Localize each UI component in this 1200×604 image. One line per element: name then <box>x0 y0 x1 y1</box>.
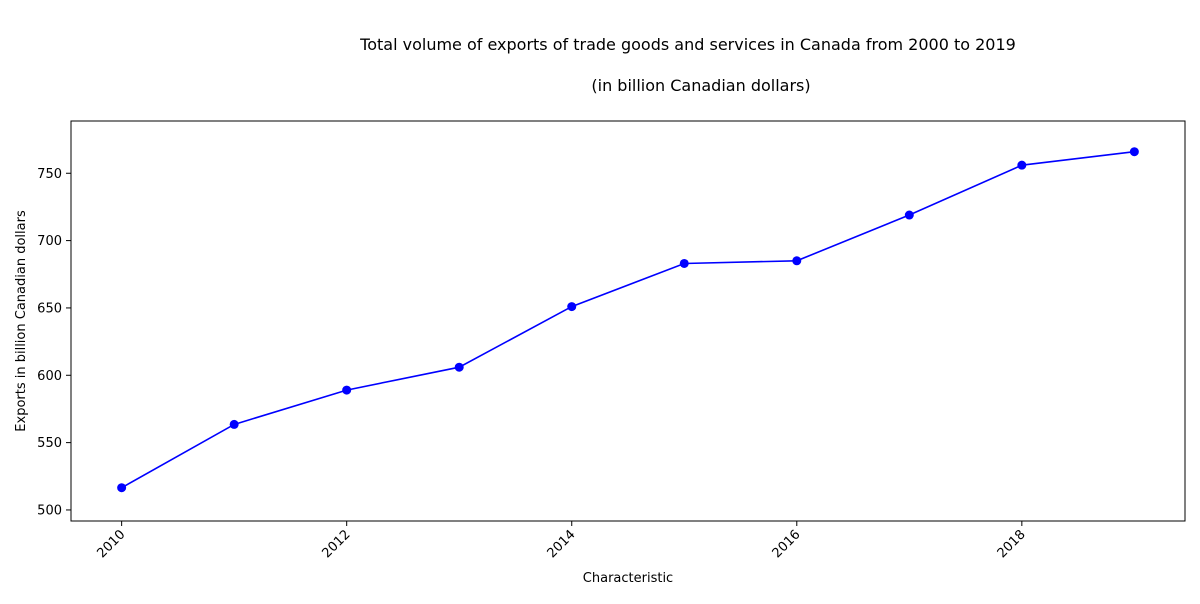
x-axis-label: Characteristic <box>583 571 673 586</box>
y-axis: 500 550 600 650 700 750 <box>37 167 71 518</box>
data-point <box>117 483 127 493</box>
chart-subtitle: (in billion Canadian dollars) <box>591 76 810 95</box>
y-axis-label: Exports in billion Canadian dollars <box>14 210 29 432</box>
series-layer <box>117 147 1139 493</box>
x-tick-label: 2010 <box>94 527 128 561</box>
data-point <box>342 385 352 395</box>
data-point <box>904 210 914 220</box>
chart-title: Total volume of exports of trade goods a… <box>359 35 1016 54</box>
y-tick-label: 550 <box>37 436 62 451</box>
data-point <box>567 302 577 312</box>
x-axis: 2010 2012 2014 2016 2018 <box>94 521 1029 561</box>
y-tick-label: 700 <box>37 234 62 249</box>
data-point <box>1129 147 1139 157</box>
data-point <box>229 419 239 429</box>
plot-area <box>70 120 1186 522</box>
series-line <box>121 150 1135 489</box>
data-point <box>792 256 802 266</box>
y-tick-label: 650 <box>37 301 62 316</box>
x-tick-label: 2012 <box>320 527 354 561</box>
y-tick-label: 600 <box>37 369 62 384</box>
x-tick-label: 2018 <box>995 527 1029 561</box>
data-point <box>1017 160 1027 170</box>
x-tick-label: 2014 <box>545 527 579 561</box>
y-tick-label: 500 <box>37 503 62 518</box>
data-point <box>454 362 464 372</box>
x-tick-label: 2016 <box>770 527 804 561</box>
data-point <box>679 258 689 268</box>
y-tick-label: 750 <box>37 167 62 182</box>
